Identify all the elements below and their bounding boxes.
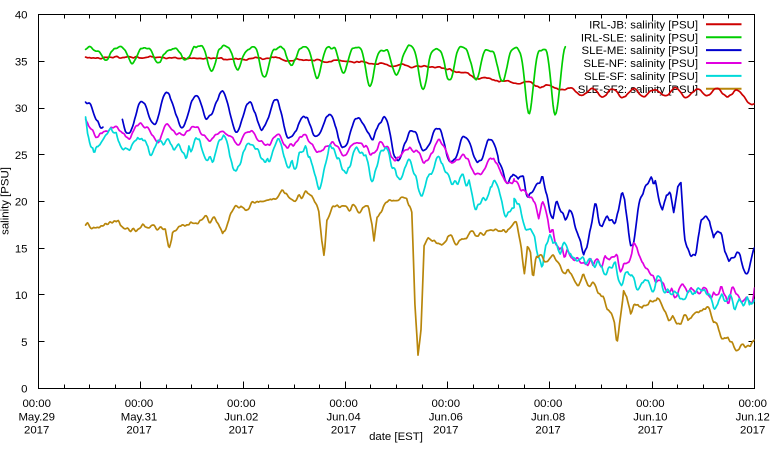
svg-text:SLE-ME: salinity [PSU]: SLE-ME: salinity [PSU]	[582, 45, 698, 57]
svg-text:Jun.12: Jun.12	[736, 411, 770, 423]
svg-text:Jun.10: Jun.10	[633, 411, 667, 423]
svg-text:00:00: 00:00	[22, 398, 51, 410]
svg-text:2017: 2017	[638, 425, 663, 437]
svg-text:Jun.02: Jun.02	[224, 411, 258, 423]
svg-text:40: 40	[15, 10, 28, 22]
svg-text:00:00: 00:00	[636, 398, 665, 410]
svg-text:00:00: 00:00	[738, 398, 767, 410]
svg-text:00:00: 00:00	[227, 398, 256, 410]
svg-text:2017: 2017	[229, 425, 254, 437]
svg-text:May.29: May.29	[18, 411, 55, 423]
svg-text:May.31: May.31	[121, 411, 158, 423]
svg-text:Jun.06: Jun.06	[429, 411, 463, 423]
svg-text:0: 0	[21, 384, 27, 396]
svg-text:date [EST]: date [EST]	[369, 431, 423, 443]
svg-text:5: 5	[21, 337, 27, 349]
svg-text:00:00: 00:00	[432, 398, 461, 410]
svg-text:2017: 2017	[24, 425, 49, 437]
svg-text:2017: 2017	[433, 425, 458, 437]
svg-text:35: 35	[15, 56, 28, 68]
svg-text:15: 15	[15, 243, 28, 255]
svg-text:SLE-NF: salinity [PSU]: SLE-NF: salinity [PSU]	[583, 58, 698, 70]
svg-text:IRL-SLE: salinity [PSU]: IRL-SLE: salinity [PSU]	[581, 32, 698, 44]
svg-text:00:00: 00:00	[125, 398, 154, 410]
svg-text:salinity [PSU]: salinity [PSU]	[0, 167, 12, 235]
svg-text:2017: 2017	[740, 425, 765, 437]
svg-text:Jun.04: Jun.04	[326, 411, 360, 423]
svg-text:00:00: 00:00	[329, 398, 358, 410]
svg-text:20: 20	[15, 197, 28, 209]
svg-text:2017: 2017	[331, 425, 356, 437]
svg-text:SLE-SF: salinity [PSU]: SLE-SF: salinity [PSU]	[584, 71, 698, 83]
svg-text:00:00: 00:00	[534, 398, 563, 410]
svg-text:2017: 2017	[535, 425, 560, 437]
svg-text:Jun.08: Jun.08	[531, 411, 565, 423]
svg-text:25: 25	[15, 150, 28, 162]
svg-text:2017: 2017	[126, 425, 151, 437]
svg-text:30: 30	[15, 103, 28, 115]
svg-text:10: 10	[15, 290, 28, 302]
svg-text:IRL-JB: salinity [PSU]: IRL-JB: salinity [PSU]	[589, 19, 698, 31]
